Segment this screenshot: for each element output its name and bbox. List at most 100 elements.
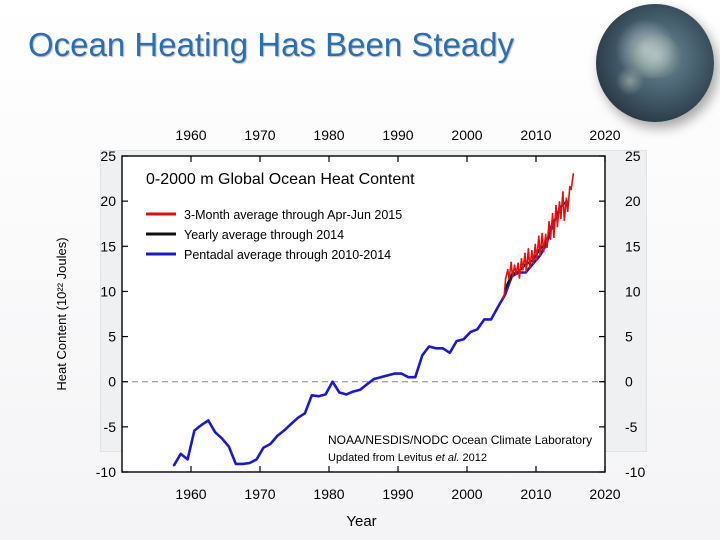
series-0-point-45 — [483, 318, 486, 321]
series-2-point-26 — [546, 246, 548, 249]
series-2-point-18 — [532, 262, 535, 265]
series-0-point-41 — [455, 340, 458, 342]
series-0-point-19 — [303, 412, 306, 415]
series-2-point-31 — [555, 204, 557, 207]
series-0-point-11 — [248, 462, 251, 464]
y-tick-label-right-15: 15 — [625, 238, 641, 254]
series-0-point-27 — [359, 388, 361, 391]
credit-line-2: Updated from Levitus et al. 2012 — [328, 452, 487, 464]
x-tick-label-bottom-1990: 1990 — [382, 486, 413, 502]
y-tick-label-right-0: 0 — [625, 374, 633, 390]
y-tick-label-left-10: 10 — [100, 283, 116, 299]
series-0-point-2 — [186, 458, 189, 461]
series-2-point-36 — [563, 219, 566, 222]
credit-year: 2012 — [463, 452, 487, 464]
y-tick-label-left-0: 0 — [108, 374, 116, 390]
legend-label-1: Yearly average through 2014 — [184, 228, 344, 242]
series-0-point-31 — [386, 374, 389, 377]
x-tick-label-bottom-2000: 2000 — [451, 486, 482, 502]
series-2-point-23 — [541, 232, 544, 235]
series-2-point-34 — [559, 217, 562, 220]
series-0-point-1 — [179, 453, 182, 455]
x-tick-label-top-1970: 1970 — [244, 127, 275, 143]
series-2-point-10 — [518, 276, 521, 279]
series-2-point-8 — [515, 273, 517, 276]
series-0-point-0 — [172, 464, 175, 467]
y-tick-label-left-20: 20 — [100, 193, 116, 209]
series-2-point-35 — [562, 191, 564, 194]
series-0-point-4 — [200, 424, 203, 426]
series-0-point-25 — [345, 393, 348, 396]
series-0-point-24 — [338, 391, 341, 394]
series-0-point-28 — [366, 383, 368, 386]
series-2-point-39 — [568, 185, 571, 188]
series-line-2 — [501, 173, 575, 300]
series-0-point-13 — [262, 446, 265, 449]
series-2-point-1 — [503, 294, 506, 296]
series-2-point-11 — [520, 258, 523, 260]
series-0-point-42 — [462, 338, 465, 341]
legend-label-2: 3-Month average through Apr-Jun 2015 — [184, 208, 402, 222]
x-tick-label-top-2020: 2020 — [589, 127, 620, 143]
series-0-point-7 — [221, 437, 223, 440]
series-2-point-37 — [565, 197, 568, 200]
x-tick-label-bottom-2010: 2010 — [520, 486, 551, 502]
series-2-point-7 — [513, 264, 516, 267]
series-2-point-6 — [511, 276, 514, 278]
y-tick-label-right-25: 25 — [625, 148, 641, 164]
series-2-point-32 — [556, 225, 559, 228]
series-0-point-34 — [407, 376, 410, 379]
x-tick-label-top-2000: 2000 — [451, 127, 482, 143]
series-0-point-3 — [193, 429, 196, 432]
series-0-point-29 — [372, 378, 375, 380]
x-tick-label-top-1990: 1990 — [382, 127, 413, 143]
x-tick-label-top-2010: 2010 — [520, 127, 551, 143]
series-0-point-16 — [283, 429, 286, 432]
x-tick-label-bottom-1960: 1960 — [175, 486, 206, 502]
series-2-point-21 — [537, 235, 540, 238]
y-tick-label-left-25: 25 — [100, 148, 116, 164]
series-0-point-33 — [400, 372, 403, 375]
y-tick-label-left--5: -5 — [104, 419, 117, 435]
series-0-point-30 — [379, 376, 382, 379]
series-2-point-12 — [521, 268, 524, 271]
y-tick-label-left-5: 5 — [108, 329, 116, 345]
series-0-point-35 — [414, 376, 417, 379]
series-0-point-12 — [255, 458, 258, 461]
series-2-point-9 — [517, 262, 519, 265]
x-tick-label-bottom-1970: 1970 — [244, 486, 275, 502]
credit-line-1: NOAA/NESDIS/NODC Ocean Climate Laborator… — [328, 433, 592, 447]
series-2-point-15 — [527, 248, 530, 250]
series-2-point-24 — [542, 250, 545, 253]
x-tick-label-top-1980: 1980 — [313, 127, 344, 143]
series-2-point-16 — [528, 267, 531, 269]
series-0-point-36 — [421, 354, 424, 357]
series-line-0 — [172, 220, 555, 467]
series-0-point-46 — [490, 318, 493, 321]
y-tick-label-right--10: -10 — [625, 464, 645, 480]
series-2-point-17 — [530, 249, 533, 252]
series-0-point-5 — [207, 419, 210, 422]
series-0-point-23 — [331, 380, 334, 383]
series-0-point-18 — [297, 416, 299, 419]
series-2-point-38 — [566, 210, 569, 212]
x-tick-label-top-1960: 1960 — [175, 127, 206, 143]
series-0-point-15 — [276, 434, 279, 437]
y-tick-label-right-20: 20 — [625, 193, 641, 209]
series-2-point-29 — [551, 212, 554, 215]
y-tick-label-right-5: 5 — [625, 329, 633, 345]
x-tick-label-bottom-1980: 1980 — [313, 486, 344, 502]
y-tick-label-left--10: -10 — [96, 464, 116, 480]
series-2-point-0 — [501, 297, 504, 300]
series-2-point-40 — [570, 188, 573, 191]
series-2-point-14 — [525, 270, 528, 273]
series-0-point-22 — [324, 393, 327, 396]
credit-etal: et al. — [436, 452, 460, 464]
series-2-point-5 — [510, 261, 513, 264]
series-2-point-2 — [504, 277, 507, 280]
series-0-point-38 — [435, 347, 437, 350]
series-0-point-10 — [241, 462, 244, 465]
globe-logo-image — [596, 4, 714, 122]
series-0-point-21 — [317, 395, 320, 398]
